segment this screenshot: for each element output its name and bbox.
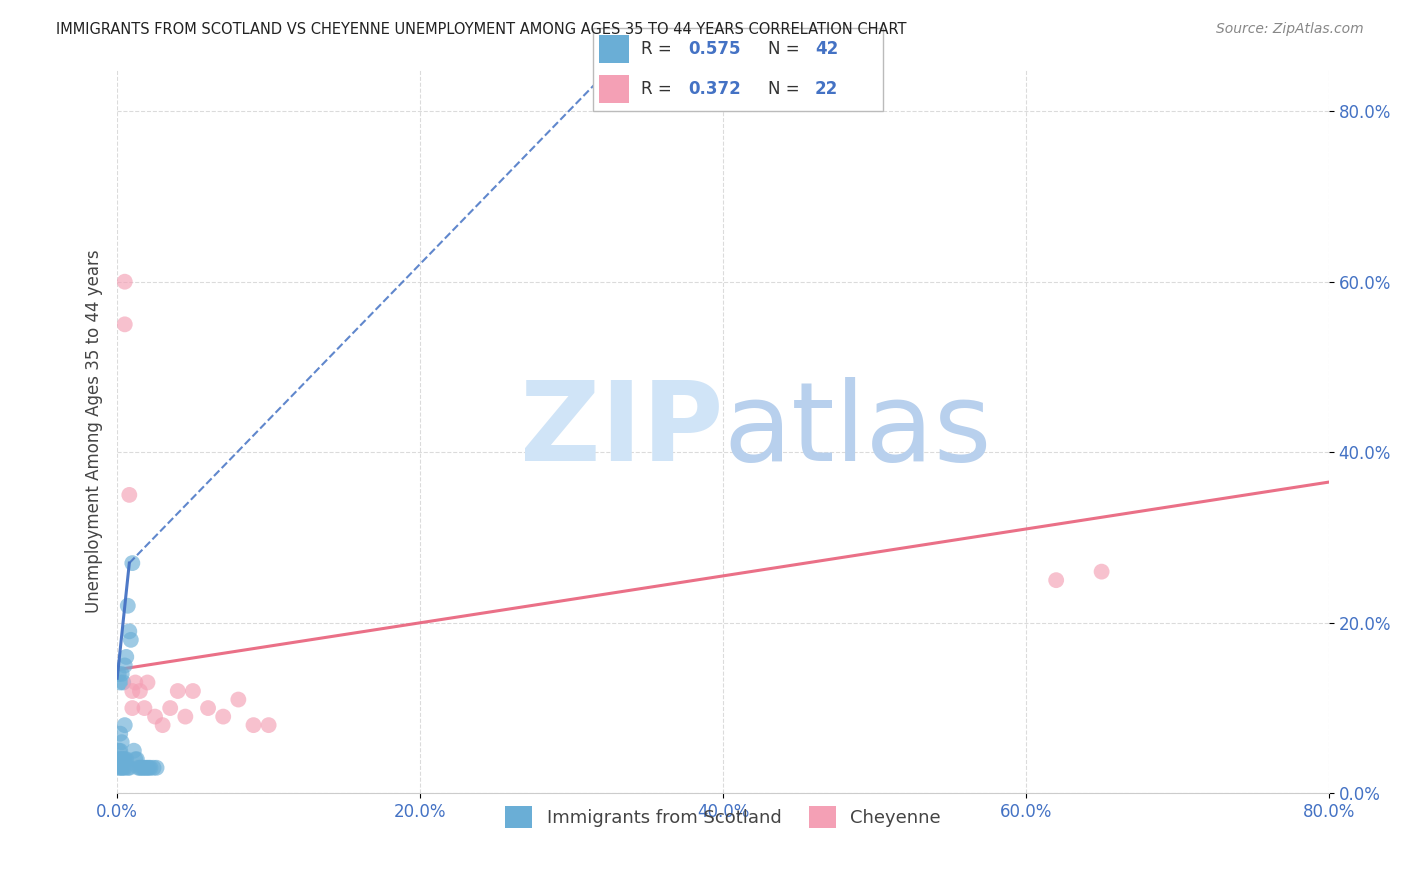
Point xyxy=(121,684,143,698)
Point xyxy=(110,744,132,758)
Y-axis label: Unemployment Among Ages 35 to 44 years: Unemployment Among Ages 35 to 44 years xyxy=(86,249,103,613)
Point xyxy=(111,752,134,766)
Point xyxy=(145,761,167,775)
Point xyxy=(129,684,152,698)
Text: Source: ZipAtlas.com: Source: ZipAtlas.com xyxy=(1216,22,1364,37)
Point xyxy=(197,701,219,715)
Point xyxy=(166,684,188,698)
Point xyxy=(143,709,166,723)
Point xyxy=(129,761,152,775)
Point xyxy=(124,752,146,766)
Point xyxy=(111,667,134,681)
Point xyxy=(110,752,132,766)
Point xyxy=(114,718,136,732)
Point xyxy=(112,675,135,690)
Point xyxy=(132,761,155,775)
Point xyxy=(212,709,235,723)
Point xyxy=(134,701,156,715)
Bar xyxy=(599,75,628,103)
Point xyxy=(114,318,136,332)
Point xyxy=(114,275,136,289)
Point xyxy=(131,761,153,775)
Point xyxy=(136,761,159,775)
Point xyxy=(122,744,145,758)
Point xyxy=(115,752,138,766)
Point xyxy=(111,735,134,749)
Point xyxy=(112,752,135,766)
Point xyxy=(174,709,197,723)
Point xyxy=(107,744,129,758)
Point xyxy=(1045,573,1067,587)
Point xyxy=(181,684,204,698)
Point xyxy=(114,752,136,766)
Point xyxy=(117,599,139,613)
FancyBboxPatch shape xyxy=(593,28,883,111)
Text: atlas: atlas xyxy=(723,377,991,484)
Text: N =: N = xyxy=(768,80,799,98)
Point xyxy=(110,761,132,775)
Text: N =: N = xyxy=(768,40,799,58)
Point xyxy=(121,556,143,570)
Point xyxy=(117,761,139,775)
Point xyxy=(110,726,132,740)
Text: 0.575: 0.575 xyxy=(688,40,741,58)
Point xyxy=(121,701,143,715)
Bar xyxy=(599,36,628,63)
Text: 42: 42 xyxy=(815,40,838,58)
Point xyxy=(257,718,280,732)
Point xyxy=(107,752,129,766)
Point xyxy=(142,761,165,775)
Point xyxy=(228,692,250,706)
Text: ZIP: ZIP xyxy=(520,377,723,484)
Point xyxy=(120,632,142,647)
Text: R =: R = xyxy=(641,40,672,58)
Point xyxy=(118,624,141,639)
Point xyxy=(242,718,264,732)
Point xyxy=(115,649,138,664)
Point xyxy=(114,658,136,673)
Point xyxy=(1091,565,1114,579)
Point xyxy=(127,761,149,775)
Point xyxy=(114,761,136,775)
Point xyxy=(135,761,157,775)
Text: R =: R = xyxy=(641,80,672,98)
Point xyxy=(134,761,156,775)
Point xyxy=(125,752,148,766)
Point xyxy=(107,761,129,775)
Point xyxy=(118,488,141,502)
Point xyxy=(110,675,132,690)
Point xyxy=(111,761,134,775)
Point xyxy=(139,761,162,775)
Point xyxy=(152,718,174,732)
Point xyxy=(136,675,159,690)
Point xyxy=(124,675,146,690)
Text: 22: 22 xyxy=(815,80,838,98)
Text: 0.372: 0.372 xyxy=(688,80,741,98)
Point xyxy=(112,761,135,775)
Legend: Immigrants from Scotland, Cheyenne: Immigrants from Scotland, Cheyenne xyxy=(498,798,948,835)
Point xyxy=(118,761,141,775)
Text: IMMIGRANTS FROM SCOTLAND VS CHEYENNE UNEMPLOYMENT AMONG AGES 35 TO 44 YEARS CORR: IMMIGRANTS FROM SCOTLAND VS CHEYENNE UNE… xyxy=(56,22,907,37)
Point xyxy=(138,761,160,775)
Point xyxy=(159,701,181,715)
Point xyxy=(107,667,129,681)
